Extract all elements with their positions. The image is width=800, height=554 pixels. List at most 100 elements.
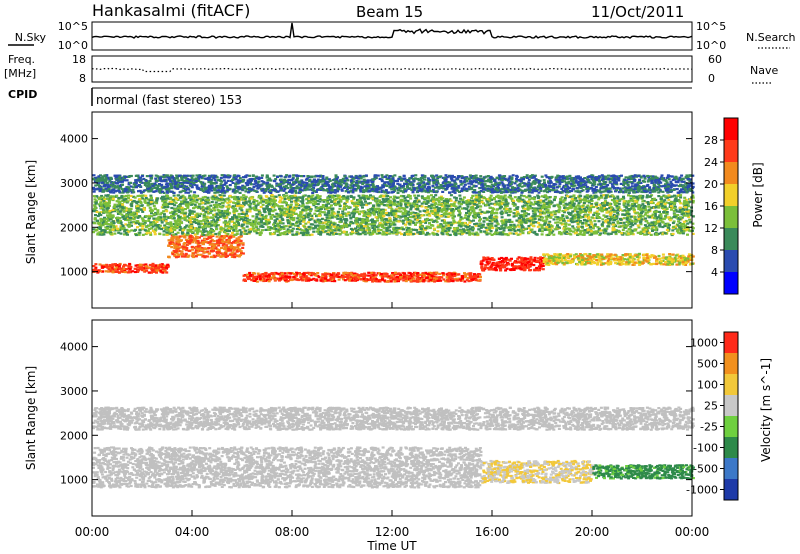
heatmap-cell: [333, 280, 337, 283]
heatmap-cell: [342, 273, 346, 276]
heatmap-cell: [316, 272, 320, 275]
heatmap-cell: [194, 251, 198, 254]
heatmap-cell: [302, 275, 306, 278]
heatmap-cell: [683, 196, 687, 199]
heatmap-cell: [415, 229, 419, 232]
heatmap-cell: [476, 275, 480, 278]
heatmap-cell: [625, 233, 629, 236]
heatmap-cell: [279, 274, 282, 277]
heatmap-cell: [306, 213, 310, 217]
heatmap-cell: [159, 269, 163, 272]
heatmap-cell: [214, 201, 218, 204]
heatmap-cell: [278, 278, 282, 281]
heatmap-cell: [104, 270, 108, 273]
heatmap-cell: [536, 201, 540, 204]
heatmap-cell: [394, 278, 398, 281]
heatmap-cell: [122, 210, 126, 213]
heatmap-cell: [457, 232, 461, 235]
heatmap-cell: [555, 226, 559, 229]
heatmap-cell: [245, 217, 249, 220]
heatmap-cell: [583, 253, 587, 256]
heatmap-cell: [294, 274, 298, 277]
heatmap-cell: [295, 231, 299, 234]
heatmap-cell: [262, 278, 266, 281]
heatmap-cell: [264, 275, 268, 278]
heatmap-cell: [450, 277, 454, 280]
heatmap-cell: [432, 196, 436, 199]
heatmap-cell: [450, 274, 454, 277]
heatmap-cell: [230, 255, 234, 258]
heatmap-cell: [380, 203, 383, 206]
heatmap-cell: [675, 230, 679, 233]
heatmap-cell: [625, 230, 629, 233]
heatmap-cell: [235, 202, 239, 206]
heatmap-cell: [543, 212, 547, 215]
freq-strip-frame: [91, 55, 693, 83]
heatmap-cell: [603, 262, 607, 265]
heatmap-cell: [560, 258, 564, 261]
heatmap-cell: [584, 259, 588, 263]
heatmap-cell: [159, 219, 163, 222]
heatmap-cell: [301, 275, 305, 278]
heatmap-cell: [152, 217, 156, 220]
heatmap-cell: [199, 212, 203, 215]
heatmap-cell: [530, 222, 534, 225]
heatmap-cell: [186, 241, 190, 244]
heatmap-cell: [645, 220, 649, 223]
heatmap-cell: [267, 280, 271, 283]
nsky-tick-bottom: 10^0: [58, 39, 88, 52]
heatmap-cell: [637, 253, 641, 256]
heatmap-cell: [256, 272, 260, 275]
heatmap-cell: [493, 263, 497, 266]
heatmap-cell: [330, 200, 334, 204]
heatmap-cell: [681, 258, 685, 261]
heatmap-cell: [416, 206, 419, 209]
heatmap-cell: [229, 236, 232, 239]
heatmap-cell: [670, 261, 674, 264]
heatmap-cell: [208, 241, 212, 244]
heatmap-cell: [183, 226, 187, 229]
heatmap-cell: [236, 246, 240, 249]
heatmap-cell: [638, 261, 642, 264]
heatmap-cell: [120, 269, 124, 272]
heatmap-cell: [153, 222, 157, 225]
heatmap-cell: [371, 278, 375, 282]
heatmap-cell: [177, 253, 181, 256]
heatmap-cell: [224, 244, 228, 247]
heatmap-cell: [475, 203, 479, 206]
heatmap-cell: [396, 278, 400, 281]
heatmap-cell: [429, 278, 433, 282]
heatmap-cell: [469, 272, 473, 275]
heatmap-cell: [533, 200, 537, 203]
heatmap-cell: [392, 277, 395, 280]
heatmap-cell: [202, 251, 206, 254]
heatmap-cell: [418, 210, 422, 213]
heatmap-cell: [545, 253, 549, 256]
heatmap-cell: [102, 196, 106, 199]
heatmap-cell: [557, 258, 560, 261]
heatmap-cell: [319, 279, 323, 282]
heatmap-cell: [488, 261, 492, 264]
heatmap-cell: [298, 273, 302, 276]
heatmap-cell: [429, 273, 433, 276]
heatmap-cell: [215, 235, 219, 238]
heatmap-cell: [600, 223, 604, 226]
heatmap-cell: [657, 195, 661, 198]
heatmap-cell: [424, 271, 428, 274]
heatmap-cell: [545, 259, 549, 262]
heatmap-cell: [295, 272, 299, 276]
heatmap-cell: [237, 243, 241, 246]
heatmap-cell: [115, 266, 119, 269]
heatmap-cell: [199, 230, 203, 233]
freq-unit-label: [MHz]: [4, 67, 36, 80]
heatmap-cell: [520, 268, 524, 271]
heatmap-cell: [220, 235, 224, 238]
heatmap-cell: [445, 276, 449, 279]
heatmap-cell: [586, 262, 590, 265]
heatmap-cell: [146, 198, 150, 201]
heatmap-cell: [544, 211, 548, 214]
heatmap-cell: [538, 267, 542, 270]
heatmap-cell: [380, 274, 384, 277]
heatmap-cell: [679, 259, 683, 262]
heatmap-cell: [238, 248, 241, 251]
